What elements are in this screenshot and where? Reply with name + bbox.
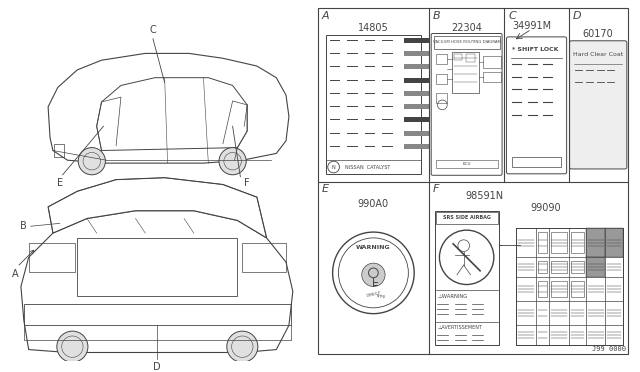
Text: B: B <box>433 11 440 21</box>
Bar <box>570 232 584 253</box>
Bar <box>403 144 429 149</box>
Text: 99090: 99090 <box>530 203 561 213</box>
Bar <box>436 54 447 64</box>
Text: D: D <box>572 11 581 21</box>
Bar <box>435 211 499 345</box>
Bar <box>403 91 429 96</box>
Bar <box>570 280 584 297</box>
Polygon shape <box>21 211 293 353</box>
Bar <box>436 74 447 83</box>
Text: 60170: 60170 <box>583 29 614 39</box>
Text: C: C <box>150 25 156 35</box>
Text: NISSAN  CATALYST: NISSAN CATALYST <box>345 164 390 170</box>
Circle shape <box>227 331 258 362</box>
Bar <box>326 35 421 174</box>
Bar <box>403 104 429 109</box>
Text: VACUUM HOSE ROUTING DIAGRAM: VACUUM HOSE ROUTING DIAGRAM <box>433 40 500 44</box>
Text: 14805: 14805 <box>358 23 388 33</box>
Text: E: E <box>57 178 63 188</box>
Bar <box>403 131 429 136</box>
Bar <box>29 243 76 272</box>
Circle shape <box>362 263 385 286</box>
Bar <box>403 51 429 56</box>
Bar <box>452 52 479 93</box>
Polygon shape <box>48 54 289 163</box>
Bar <box>243 243 286 272</box>
Text: 990A0: 990A0 <box>358 199 389 209</box>
Polygon shape <box>97 78 247 151</box>
Text: A: A <box>322 11 330 21</box>
Bar <box>512 157 561 167</box>
Text: C: C <box>508 11 516 21</box>
Bar <box>551 280 566 297</box>
FancyBboxPatch shape <box>506 37 566 174</box>
Text: TYPE: TYPE <box>375 295 386 300</box>
Circle shape <box>219 148 246 175</box>
Bar <box>551 232 566 253</box>
Text: ⚠WARNING: ⚠WARNING <box>438 294 468 299</box>
Text: ⚠AVERTISSEMENT: ⚠AVERTISSEMENT <box>438 325 483 330</box>
Text: F: F <box>244 178 250 188</box>
Text: N: N <box>332 164 335 170</box>
Text: DIRECT: DIRECT <box>365 291 381 298</box>
Bar <box>403 118 429 122</box>
Text: ECU: ECU <box>462 162 471 166</box>
Bar <box>483 56 500 68</box>
Bar <box>538 261 547 273</box>
Bar <box>24 304 291 325</box>
Bar <box>454 54 462 60</box>
Bar <box>54 144 63 157</box>
Text: D: D <box>153 362 161 372</box>
Text: WARNING: WARNING <box>356 245 391 250</box>
Polygon shape <box>48 178 267 238</box>
Bar <box>403 38 429 43</box>
FancyBboxPatch shape <box>570 41 627 169</box>
Bar <box>586 257 605 277</box>
Bar <box>551 261 566 273</box>
Bar <box>77 238 237 296</box>
Bar <box>436 212 498 224</box>
Circle shape <box>333 232 414 314</box>
FancyBboxPatch shape <box>431 33 502 175</box>
Bar <box>483 72 500 81</box>
Bar <box>605 228 623 257</box>
Text: Hard Clear Coat: Hard Clear Coat <box>573 52 623 57</box>
Text: 98591N: 98591N <box>466 191 504 201</box>
Circle shape <box>78 148 106 175</box>
Bar <box>436 160 498 168</box>
Text: 34991M: 34991M <box>512 21 551 31</box>
Text: SRS SIDE AIRBAG: SRS SIDE AIRBAG <box>443 215 491 220</box>
Bar <box>570 261 584 273</box>
Bar <box>466 54 476 62</box>
Bar <box>403 78 429 83</box>
Text: A: A <box>12 269 19 279</box>
Text: J99 0000: J99 0000 <box>592 346 626 353</box>
Text: E: E <box>322 185 329 195</box>
Bar <box>434 36 500 49</box>
Bar <box>586 228 605 257</box>
Bar <box>436 93 447 103</box>
Bar <box>538 232 547 253</box>
Bar <box>318 8 628 355</box>
Text: * SHIFT LOCK: * SHIFT LOCK <box>512 46 559 52</box>
Bar <box>516 228 623 345</box>
Circle shape <box>57 331 88 362</box>
Bar <box>538 280 547 297</box>
Bar <box>403 64 429 69</box>
Text: B: B <box>20 221 27 231</box>
Text: F: F <box>433 185 439 195</box>
Text: 22304: 22304 <box>451 23 482 33</box>
